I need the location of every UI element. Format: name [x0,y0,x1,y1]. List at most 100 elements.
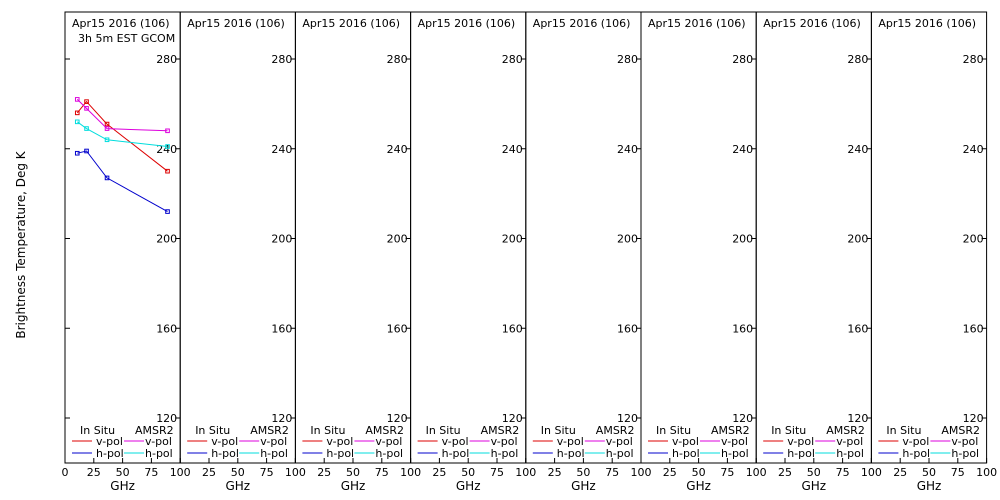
legend-label: h-pol [606,447,634,460]
data-point-in-situ-v-pol [104,121,110,127]
panel-title: Apr15 2016 (106) [533,17,631,30]
x-tick-label: 100 [285,466,306,479]
legend-header-amsr2: AMSR2 [941,424,980,437]
legend-header-amsr2: AMSR2 [250,424,289,437]
data-point-amsr2-v-pol [74,97,80,102]
x-tick-label: 25 [663,466,677,479]
legend-header-insitu: In Situ [886,424,921,437]
panel-4: Apr15 2016 (106) 120 160 200 240 280 25 50 75 100… [410,11,536,493]
y-tick-label: 200 [387,233,408,246]
legend-header-amsr2: AMSR2 [826,424,865,437]
panel-title: Apr15 2016 (106) [72,17,170,30]
y-tick-label: 200 [963,233,984,246]
series-line-amsr2-v-pol [76,99,168,132]
y-tick-label: 160 [502,322,523,335]
series-line-amsr2-h-pol [77,121,168,147]
panel-title: Apr15 2016 (106) [648,17,746,30]
x-tick-label: 100 [746,466,767,479]
x-tick-label: 100 [170,466,191,479]
panel-1: Apr15 2016 (106) 3h 5m EST GCOM 120 160 200 2… [62,11,191,493]
y-tick-label: 280 [963,53,984,66]
y-axis-label: Brightness Temperature, Deg K [14,150,28,338]
x-tick-label: 50 [922,466,936,479]
x-tick-label: 100 [631,466,652,479]
legend-label: h-pol [326,447,354,460]
data-point-amsr2-h-pol [104,137,110,143]
series-line-in-situ-h-pol [77,150,168,213]
legend-label: h-pol [211,447,239,460]
panel-subtitle: 3h 5m EST GCOM [78,32,175,45]
x-tick-label: 50 [692,466,706,479]
legend-label: v-pol [721,435,748,448]
data-point-in-situ-v-pol [165,168,170,174]
x-tick-label: 100 [400,466,421,479]
legend-label: v-pol [442,435,469,448]
legend-label: v-pol [326,435,353,448]
y-tick-label: 120 [156,412,177,425]
legend-header-amsr2: AMSR2 [596,424,635,437]
y-tick-label: 280 [156,53,177,66]
y-tick-label: 240 [271,143,292,156]
y-tick-label: 240 [502,143,523,156]
panel-3: Apr15 2016 (106) 120 160 200 240 280 25 50 75 100… [294,11,421,493]
x-tick-label: 75 [720,466,734,479]
x-axis-label: GHz [225,479,250,493]
legend-label: h-pol [145,447,173,460]
y-tick-label: 120 [847,412,868,425]
x-tick-label: 75 [951,466,965,479]
x-tick-label: 75 [490,466,504,479]
y-tick-label: 200 [732,233,753,246]
x-tick-label: 75 [144,466,158,479]
x-tick-label: 25 [87,466,101,479]
panel-title: Apr15 2016 (106) [878,17,976,30]
y-tick-label: 240 [847,143,868,156]
data-point-in-situ-v-pol [84,99,89,104]
legend-header-amsr2: AMSR2 [135,424,174,437]
panels-group: Apr15 2016 (106) 3h 5m EST GCOM 120 160 200 2… [62,11,997,493]
legend-label: v-pol [836,435,863,448]
x-tick-label: 50 [576,466,590,479]
legend-label: h-pol [672,447,700,460]
legend-header-insitu: In Situ [195,424,230,437]
y-tick-label: 120 [502,412,523,425]
data-point-amsr2-v-pol [165,128,170,134]
data-point-amsr2-h-pol [84,126,89,131]
x-tick-label: 25 [317,466,331,479]
x-axis-label: GHz [341,479,366,493]
x-tick-label: 50 [461,466,475,479]
x-axis-label: GHz [686,479,711,493]
panel-6: Apr15 2016 (106) 120 160 200 240 280 25 50 75 100… [640,11,767,493]
legend-header-insitu: In Situ [426,424,461,437]
x-axis-label: GHz [456,479,481,493]
legend-label: v-pol [902,435,929,448]
legend-label: v-pol [951,435,978,448]
x-tick-label: 25 [778,466,792,479]
y-tick-label: 200 [156,233,177,246]
legend-header-insitu: In Situ [656,424,691,437]
y-tick-label: 200 [617,233,638,246]
legend-label: v-pol [491,435,518,448]
legend-label: h-pol [721,447,749,460]
x-tick-label: 50 [231,466,245,479]
y-tick-label: 120 [271,412,292,425]
legend-header-insitu: In Situ [80,424,115,437]
legend-header-insitu: In Situ [310,424,345,437]
y-tick-label: 240 [387,143,408,156]
y-tick-label: 280 [732,53,753,66]
legend-label: v-pol [787,435,814,448]
x-tick-label: 25 [548,466,562,479]
y-tick-label: 160 [963,322,984,335]
data-point-amsr2-h-pol [74,119,80,125]
y-tick-label: 120 [387,412,408,425]
y-tick-label: 160 [271,322,292,335]
data-point-amsr2-h-pol [165,144,170,149]
data-point-in-situ-v-pol [74,110,80,116]
legend-header-insitu: In Situ [771,424,806,437]
panel-5: Apr15 2016 (106) 120 160 200 240 280 25 50 75 100… [525,11,652,493]
x-tick-label: 75 [605,466,619,479]
y-tick-label: 120 [732,412,753,425]
data-point-in-situ-h-pol [104,175,110,181]
y-tick-label: 280 [847,53,868,66]
y-tick-label: 280 [617,53,638,66]
